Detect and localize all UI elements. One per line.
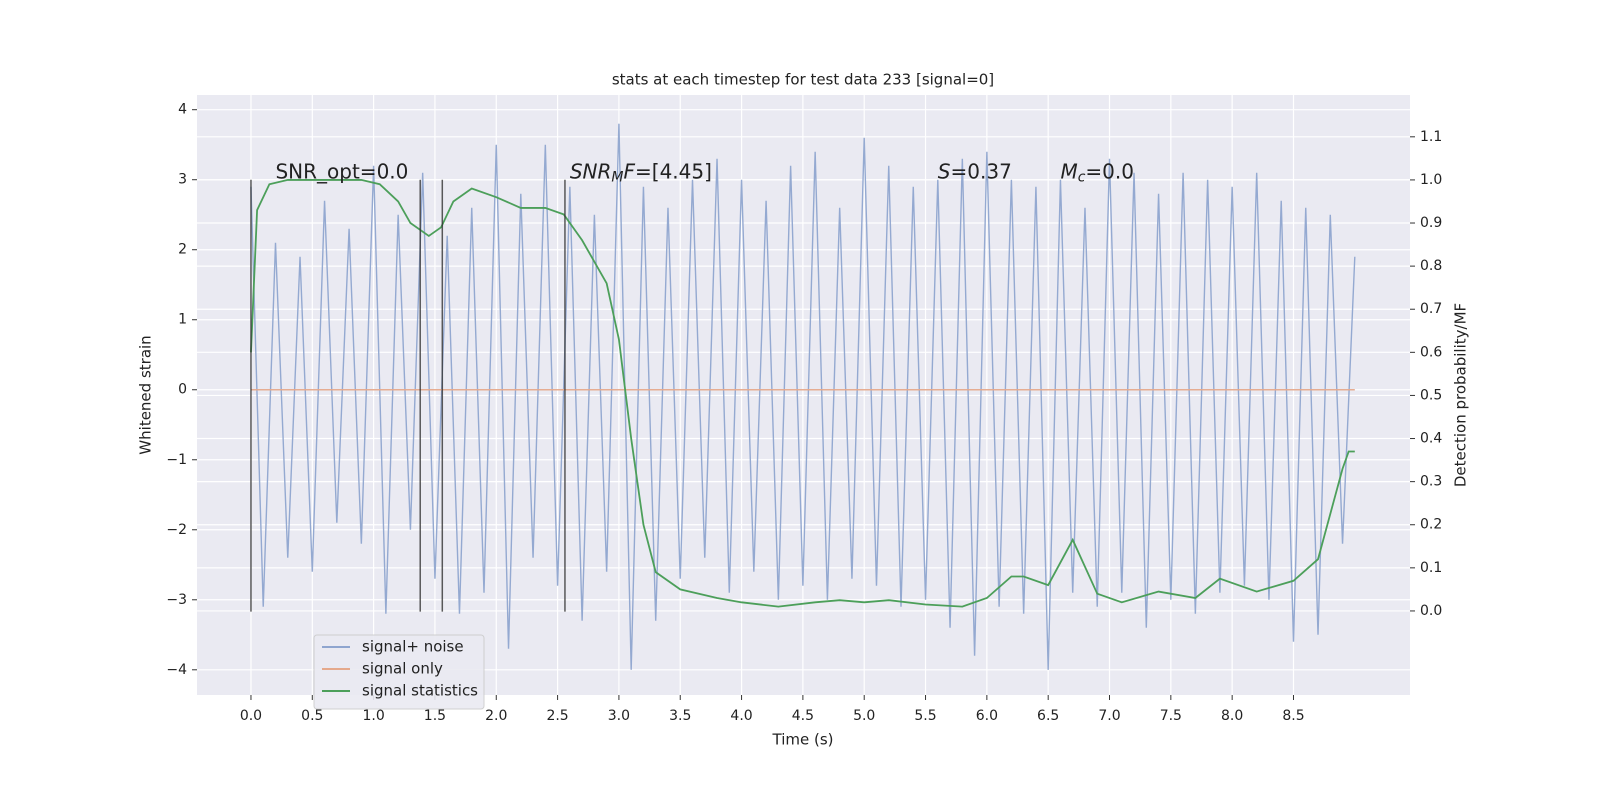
annotation-part: =0.37 (951, 159, 1012, 183)
y-tick-label: −1 (166, 452, 187, 468)
y-axis-label: Whitened strain (137, 335, 155, 454)
annotation-part: SNR (570, 159, 612, 183)
y-tick-label: 4 (178, 102, 187, 118)
x-tick-label: 3.0 (608, 708, 630, 724)
y2-tick-label: 0.3 (1420, 474, 1442, 490)
x-tick-label: 6.5 (1037, 708, 1059, 724)
y2-tick-label: 0.9 (1420, 215, 1442, 231)
legend-label: signal statistics (362, 682, 478, 700)
x-tick-label: 3.5 (669, 708, 691, 724)
x-tick-label: 6.0 (976, 708, 998, 724)
annotation-part: =0.0 (1085, 159, 1134, 183)
y-tick-label: 3 (178, 172, 187, 188)
chart-title: stats at each timestep for test data 233… (612, 71, 994, 89)
y2-tick-label: 1.1 (1420, 129, 1442, 145)
annotation-part: SNR_opt=0.0 (275, 159, 408, 183)
x-tick-label: 7.5 (1160, 708, 1182, 724)
x-tick-label: 5.5 (914, 708, 936, 724)
legend-label: signal+ noise (362, 638, 464, 656)
x-tick-label: 1.5 (424, 708, 446, 724)
annotation: SNR_opt=0.0 (275, 159, 408, 183)
x-tick-label: 2.0 (485, 708, 507, 724)
x-tick-label: 5.0 (853, 708, 875, 724)
x-tick-label: 8.5 (1282, 708, 1304, 724)
y2-axis-label: Detection probability/MF (1452, 303, 1470, 487)
annotation: Mc=0.0 (1060, 159, 1134, 186)
x-axis-label: Time (s) (772, 731, 834, 749)
x-tick-label: 2.5 (546, 708, 568, 724)
y-tick-label: 2 (178, 242, 187, 258)
annotation: SNRMF=[4.45] (570, 159, 712, 186)
y-tick-label: −3 (166, 592, 187, 608)
annotation-part: M (1060, 159, 1077, 183)
y2-tick-label: 0.0 (1420, 603, 1442, 619)
legend-box (313, 634, 485, 710)
legend: signal+ noise signal only signal statistic… (313, 634, 485, 710)
y-tick-label: 1 (178, 312, 187, 328)
series-line (250, 179, 1355, 608)
annotation-part: =[4.45] (635, 159, 712, 183)
y2-tick-label: 0.8 (1420, 258, 1442, 274)
annotation-part: M (611, 170, 623, 186)
y2-tick-label: 0.7 (1420, 301, 1442, 317)
y2-tick-label: 0.1 (1420, 560, 1442, 576)
series-line (250, 123, 1356, 670)
x-tick-label: 0.0 (240, 708, 262, 724)
y-tick-label: −2 (166, 522, 187, 538)
annotation-part: c (1078, 170, 1086, 186)
y-tick-label: 0 (178, 382, 187, 398)
y2-tick-label: 0.5 (1420, 387, 1442, 403)
x-tick-label: 7.0 (1098, 708, 1120, 724)
legend-label: signal only (362, 660, 443, 678)
y2-tick-label: 0.6 (1420, 344, 1442, 360)
annotation-part: S (938, 159, 951, 183)
x-tick-label: 4.5 (792, 708, 814, 724)
annotation: S=0.37 (938, 159, 1012, 183)
annotation-part: F (624, 159, 636, 183)
y2-tick-label: 1.0 (1420, 172, 1442, 188)
x-tick-label: 8.0 (1221, 708, 1243, 724)
x-tick-label: 4.0 (730, 708, 752, 724)
y2-tick-label: 0.2 (1420, 517, 1442, 533)
x-tick-label: 1.0 (362, 708, 384, 724)
y2-tick-label: 0.4 (1420, 431, 1442, 447)
y-tick-label: −4 (166, 662, 187, 678)
x-tick-label: 0.5 (301, 708, 323, 724)
